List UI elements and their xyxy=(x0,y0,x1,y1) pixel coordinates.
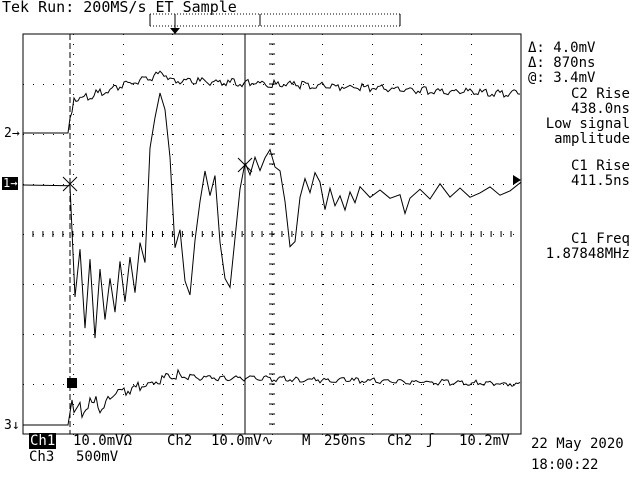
trigger-slope-icon: ʃ xyxy=(426,432,435,448)
c1-rise-value: 411.5ns xyxy=(570,173,630,189)
acquisition-status: Tek Run: 200MS/s ET Sample xyxy=(2,0,237,16)
low-signal-warning-line1: Low signal xyxy=(545,116,630,132)
low-signal-warning-line2: amplitude xyxy=(554,131,630,147)
c2-rise-label: C2 Rise xyxy=(570,86,630,102)
ch3-label[interactable]: Ch3 xyxy=(29,449,55,465)
ch2-marker[interactable]: 2→ xyxy=(4,126,20,141)
ch1-waveform xyxy=(22,92,522,339)
record-position-bracket xyxy=(149,13,401,30)
trigger-level-icon xyxy=(513,175,521,185)
ch2-scale: 10.0mV∿ xyxy=(211,433,274,449)
ch3-waveform xyxy=(23,368,521,426)
cursor-voltage-readout: @: 3.4mV xyxy=(528,70,596,86)
ch1-scale: 10.0mVΩ xyxy=(73,433,133,449)
cursor-cross-2 xyxy=(237,157,253,173)
ch3-scale: 500mV xyxy=(76,449,119,465)
ch1-label[interactable]: Ch1 xyxy=(29,433,57,449)
graticule-grid xyxy=(22,33,522,435)
timebase-label: M xyxy=(302,433,311,449)
time-readout: 18:00:22 xyxy=(531,457,599,473)
timebase-value: 250ns xyxy=(324,433,367,449)
ch3-marker[interactable]: 3↓ xyxy=(4,418,20,433)
ch2-label[interactable]: Ch2 xyxy=(167,433,193,449)
cursor-cross-1 xyxy=(62,176,78,192)
ch1-marker[interactable]: 1→ xyxy=(2,176,19,190)
trigger-source: Ch2 xyxy=(387,433,413,449)
delta-time-readout: Δ: 870ns xyxy=(528,55,596,71)
ch2-waveform xyxy=(23,70,521,134)
c2-rise-value: 438.0ns xyxy=(570,101,630,117)
trigger-position-icon xyxy=(170,28,180,34)
date-readout: 22 May 2020 xyxy=(531,436,624,452)
ch3-cursor-square xyxy=(67,378,77,388)
trigger-level: 10.2mV xyxy=(459,433,510,449)
delta-voltage-readout: Δ: 4.0mV xyxy=(528,40,596,56)
c1-freq-label: C1 Freq xyxy=(570,231,630,247)
c1-freq-value: 1.87848MHz xyxy=(545,246,630,262)
c1-rise-label: C1 Rise xyxy=(570,158,630,174)
